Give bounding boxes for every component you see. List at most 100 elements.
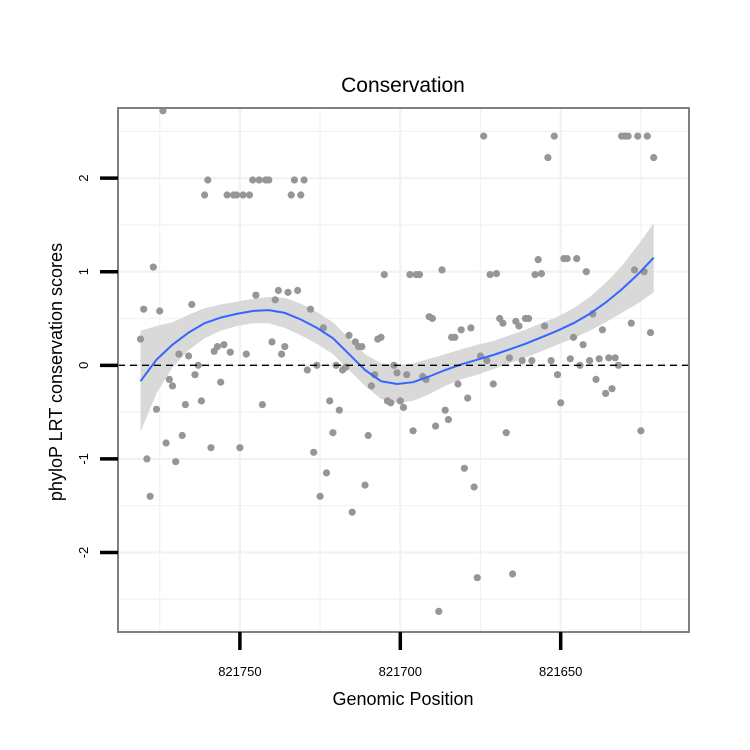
data-point bbox=[544, 154, 552, 162]
data-point bbox=[165, 375, 173, 383]
data-point bbox=[650, 154, 658, 162]
chart-title: Conservation bbox=[341, 74, 465, 97]
data-point bbox=[499, 319, 507, 327]
data-point bbox=[377, 333, 385, 341]
data-point bbox=[249, 176, 257, 184]
data-point bbox=[486, 271, 494, 279]
data-point bbox=[393, 369, 401, 377]
data-point bbox=[579, 341, 587, 349]
data-point bbox=[310, 448, 318, 456]
data-point bbox=[188, 300, 196, 309]
data-point bbox=[233, 191, 241, 199]
data-point bbox=[287, 191, 295, 199]
data-point bbox=[345, 331, 353, 339]
data-point bbox=[303, 366, 311, 374]
data-point bbox=[608, 385, 616, 393]
data-point bbox=[508, 570, 517, 578]
data-point bbox=[403, 371, 411, 379]
y-tick-label: -1 bbox=[76, 453, 91, 465]
data-point bbox=[175, 350, 183, 358]
data-point bbox=[201, 191, 209, 199]
data-point bbox=[630, 266, 639, 274]
data-point bbox=[136, 335, 145, 343]
data-point bbox=[624, 132, 632, 140]
data-point bbox=[409, 427, 417, 435]
data-point bbox=[326, 397, 334, 405]
data-point bbox=[278, 350, 286, 358]
data-point bbox=[598, 326, 607, 334]
data-point bbox=[541, 322, 549, 330]
data-point bbox=[566, 355, 574, 363]
data-point bbox=[361, 481, 369, 489]
data-point bbox=[316, 492, 324, 500]
data-point bbox=[550, 132, 558, 140]
data-point bbox=[492, 270, 501, 278]
data-point bbox=[531, 271, 539, 279]
data-point bbox=[217, 378, 225, 386]
y-tick-label: 1 bbox=[76, 268, 91, 275]
data-point bbox=[569, 333, 578, 341]
data-point bbox=[467, 324, 475, 332]
data-point bbox=[220, 341, 228, 349]
data-point bbox=[223, 191, 231, 199]
data-point bbox=[181, 401, 189, 409]
data-point bbox=[290, 176, 298, 184]
data-point bbox=[505, 354, 513, 362]
data-point bbox=[643, 132, 651, 140]
data-point bbox=[348, 508, 356, 516]
data-point bbox=[284, 288, 292, 296]
data-point bbox=[335, 406, 343, 414]
data-point bbox=[573, 255, 581, 263]
x-tick-label: 821750 bbox=[218, 664, 261, 679]
data-point bbox=[274, 286, 282, 295]
data-point bbox=[172, 458, 180, 466]
data-point bbox=[595, 355, 603, 363]
data-point bbox=[194, 361, 202, 369]
x-axis-label: Genomic Position bbox=[332, 689, 473, 709]
data-point bbox=[387, 399, 395, 407]
data-point bbox=[518, 357, 526, 365]
data-point bbox=[534, 256, 542, 264]
data-point bbox=[178, 431, 186, 440]
data-point bbox=[185, 352, 193, 360]
data-point bbox=[415, 271, 424, 279]
plot-area: 821750 821700 821650 -2 -1 0 1 2 bbox=[76, 107, 690, 679]
data-point bbox=[300, 176, 308, 184]
data-point bbox=[140, 305, 148, 313]
data-point bbox=[239, 191, 247, 199]
data-point bbox=[528, 357, 536, 365]
data-point bbox=[582, 268, 590, 276]
data-point bbox=[489, 380, 497, 388]
data-point bbox=[213, 343, 221, 351]
data-point bbox=[399, 403, 408, 411]
data-point bbox=[602, 389, 610, 397]
y-tick-label: -2 bbox=[76, 547, 91, 559]
data-point bbox=[162, 439, 170, 447]
data-point bbox=[306, 305, 315, 313]
data-point bbox=[464, 394, 472, 402]
data-point bbox=[637, 427, 645, 435]
x-tick-label: 821700 bbox=[379, 664, 422, 679]
data-point bbox=[271, 296, 279, 304]
data-point bbox=[553, 371, 562, 379]
data-point bbox=[207, 444, 215, 452]
data-point bbox=[444, 416, 452, 424]
data-point bbox=[294, 286, 302, 295]
data-point bbox=[547, 357, 555, 365]
data-point bbox=[563, 255, 571, 263]
data-point bbox=[457, 326, 465, 334]
data-point bbox=[592, 375, 600, 383]
data-point bbox=[432, 422, 440, 430]
data-point bbox=[364, 431, 372, 440]
data-point bbox=[406, 271, 414, 279]
data-point bbox=[156, 307, 164, 315]
data-point bbox=[611, 354, 619, 362]
smooth-line bbox=[139, 257, 655, 386]
y-tick-label: 2 bbox=[76, 175, 91, 182]
data-point bbox=[614, 361, 623, 369]
data-point bbox=[480, 132, 488, 140]
data-point bbox=[390, 361, 398, 369]
data-point bbox=[367, 382, 375, 390]
data-point bbox=[502, 429, 510, 437]
data-point bbox=[204, 176, 212, 184]
